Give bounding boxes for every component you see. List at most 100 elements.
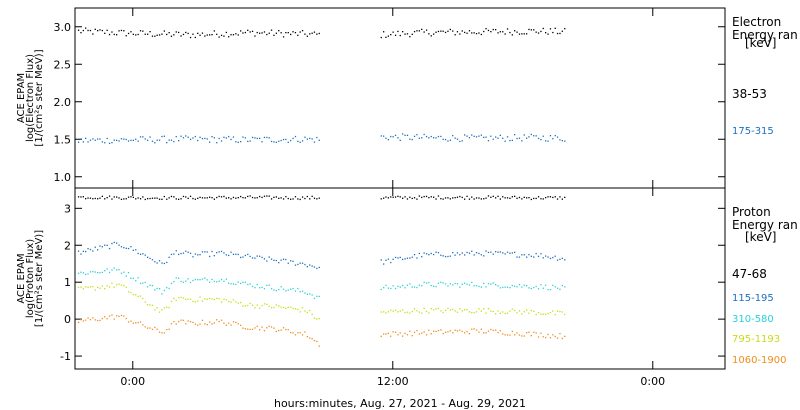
data-point [106,29,108,31]
data-point [294,290,297,292]
legend-entry: 115-195 [732,293,774,304]
data-point [223,136,225,138]
data-point [280,329,282,331]
data-point [456,196,459,198]
data-point [254,257,256,259]
data-point [425,334,428,336]
data-point [180,296,182,299]
data-point [137,277,139,279]
data-point [416,329,418,332]
data-point [497,137,499,139]
data-point [454,197,456,199]
data-point [521,313,523,315]
data-point [166,261,168,264]
data-point [521,198,523,200]
data-point [242,305,244,307]
data-point [89,286,92,288]
data-point [225,197,227,199]
data-point [561,284,563,287]
data-point [92,317,94,319]
data-point [218,298,220,300]
data-point [240,282,242,285]
data-point [542,257,544,259]
data-point [125,247,127,249]
data-point [547,196,549,198]
data-point [244,254,246,257]
data-point [437,135,440,138]
data-point [192,279,194,282]
data-point [235,141,237,143]
data-point [425,29,428,31]
data-point [266,136,268,139]
data-point [244,137,246,139]
data-point [130,320,132,322]
data-point [473,328,475,330]
data-point [197,324,199,326]
data-point [478,285,480,288]
data-point [244,281,246,283]
data-point [82,29,84,32]
data-point [158,34,161,36]
data-point [130,139,132,141]
series-47-68 [77,195,566,201]
data-point [154,309,156,311]
data-point [240,195,242,198]
data-point [404,33,406,35]
data-point [240,141,242,143]
data-point [313,317,316,319]
data-point [259,137,261,139]
data-point [421,312,423,314]
data-point [127,247,130,250]
data-point [101,246,103,248]
data-point [549,135,552,137]
data-point [270,307,273,309]
data-point [542,135,544,137]
data-point [430,135,432,138]
data-point [135,249,137,251]
data-point [559,258,561,260]
data-point [137,140,139,142]
data-point [392,258,394,260]
data-point [306,138,308,140]
data-point [459,140,461,143]
data-point [144,254,146,256]
data-point [266,260,268,262]
data-point [147,286,149,288]
data-point [116,139,118,141]
data-point [99,29,101,31]
data-point [311,338,313,340]
data-point [192,197,194,200]
data-point [249,283,251,285]
data-point [518,137,521,139]
data-point [490,310,492,312]
data-point [490,251,492,253]
data-point [204,298,206,300]
data-point [552,334,554,336]
data-point [502,311,504,313]
y-tick-label: -1 [60,350,71,363]
data-point [475,33,478,35]
data-point [101,29,103,32]
data-point [542,27,544,30]
data-point [237,281,239,283]
data-point [232,321,235,323]
data-point [142,136,144,138]
data-point [261,256,263,259]
data-point [118,30,120,32]
data-point [230,251,232,253]
data-point [471,328,473,330]
data-point [213,30,215,32]
data-point [213,322,215,324]
data-point [530,255,532,257]
data-point [502,137,504,139]
data-point [509,310,511,312]
data-point [461,252,463,254]
data-point [158,331,161,333]
data-point [473,32,475,34]
data-point [437,195,440,197]
data-point [475,197,478,199]
data-point [485,197,487,199]
data-point [523,284,525,286]
data-point [449,255,451,257]
data-point [123,198,125,200]
